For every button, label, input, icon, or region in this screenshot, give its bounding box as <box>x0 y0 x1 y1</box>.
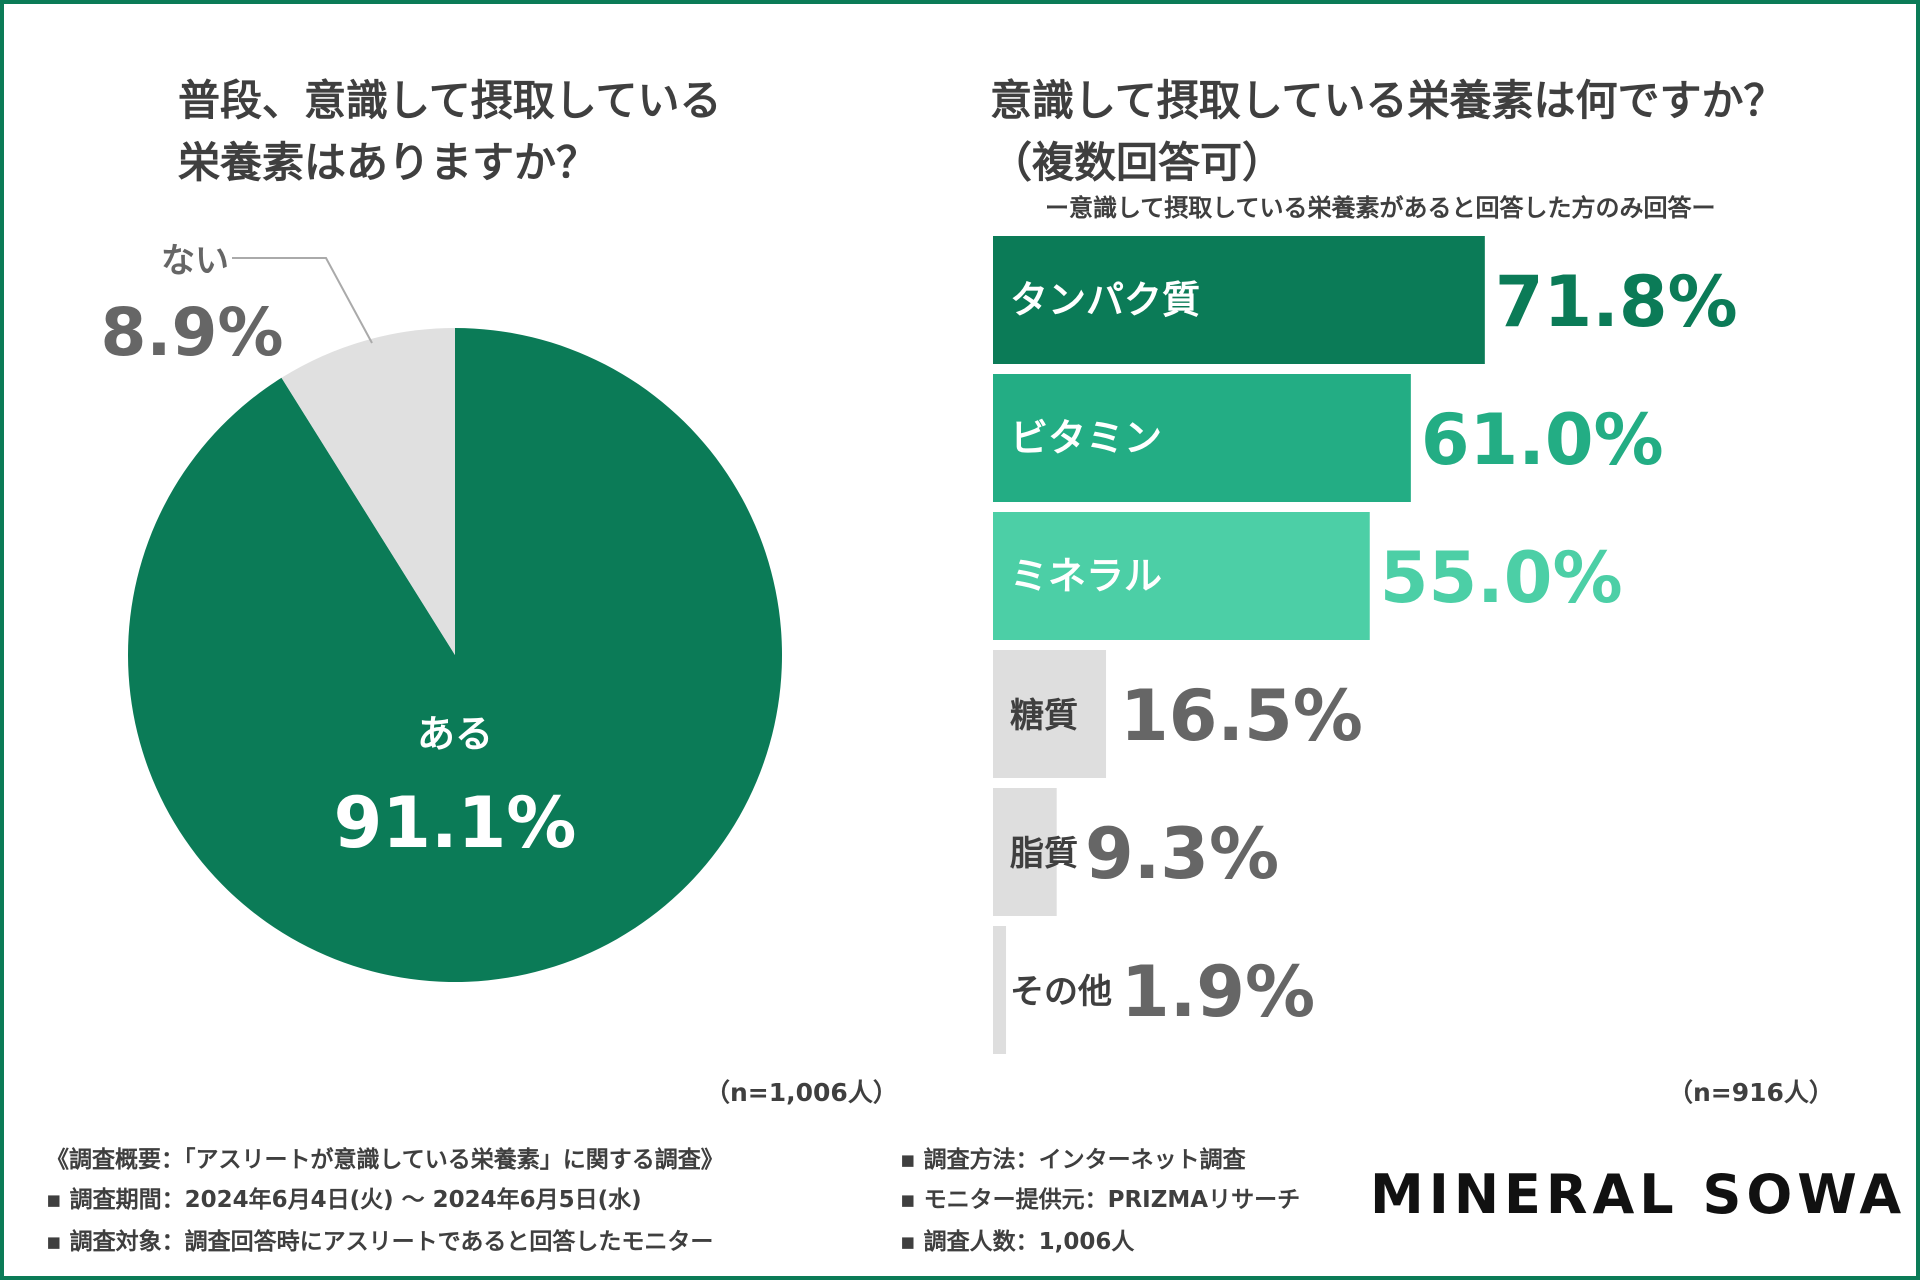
pie-leader-line <box>232 257 373 344</box>
bar-value-1: 71.8% <box>1495 261 1738 343</box>
pie-label-yes: ある <box>417 712 493 756</box>
bar-chart-subtitle: ー意識して摂取している栄養素があると回答した方のみ回答ー <box>1045 194 1716 222</box>
bar-chart-title: 意識して摂取している栄養素は何ですか？ （複数回答可） <box>990 70 1785 194</box>
bar-title-line2: （複数回答可） <box>990 138 1285 187</box>
mineral-sowa-logo: MINERAL SOWA <box>1370 1163 1907 1226</box>
pie-chart-title: 普段、意識して摂取している 栄養素はありますか？ <box>178 70 721 194</box>
bar-4 <box>993 650 1107 778</box>
footer-survey-method: ▪ 調査方法：インターネット調査 <box>900 1147 1246 1173</box>
bar-category-6: その他 <box>1010 972 1112 1012</box>
bar-value-4: 16.5% <box>1120 675 1363 757</box>
bar-value-2: 61.0% <box>1421 399 1664 481</box>
pie-sample-size: （n=1,006人） <box>705 1078 898 1107</box>
pie-value-yes: 91.1% <box>334 782 577 864</box>
bar-value-3: 55.0% <box>1380 537 1623 619</box>
bar-3 <box>993 512 1370 640</box>
footer-survey-overview: 《調査概要：「アスリートが意識している栄養素」に関する調査》 <box>46 1147 724 1173</box>
bar-value-5: 9.3% <box>1085 813 1279 895</box>
footer-survey-target: ▪ 調査対象：調査回答時にアスリートであると回答したモニター <box>46 1229 714 1255</box>
bar-category-3: ミネラル <box>1010 554 1162 598</box>
footer-monitor-provider: ▪ モニター提供元：PRIZMAリサーチ <box>900 1187 1301 1213</box>
bar-2 <box>993 374 1411 502</box>
pie-slice-yes <box>127 328 783 983</box>
pie-title-line2: 栄養素はありますか？ <box>178 138 599 187</box>
bar-sample-size: （n=916人） <box>1668 1078 1834 1107</box>
bar-category-4: 糖質 <box>1010 696 1078 736</box>
pie-label-no: ない <box>161 241 229 281</box>
bar-title-line1: 意識して摂取している栄養素は何ですか？ <box>990 76 1786 125</box>
footer-respondent-count: ▪ 調査人数：1,006人 <box>900 1229 1135 1255</box>
bar-category-2: ビタミン <box>1010 416 1162 460</box>
bar-1 <box>993 236 1485 364</box>
footer-survey-period: ▪ 調査期間：2024年6月4日(火) ～ 2024年6月5日(水) <box>46 1187 642 1213</box>
pie-value-no: 8.9% <box>100 294 283 371</box>
pie-title-line1: 普段、意識して摂取している <box>178 76 722 125</box>
bar-category-5: 脂質 <box>1010 834 1078 874</box>
pie-slice-no <box>281 328 455 655</box>
bar-value-6: 1.9% <box>1121 951 1315 1033</box>
bar-5 <box>993 788 1057 916</box>
bar-6 <box>993 926 1007 1054</box>
bar-category-1: タンパク質 <box>1010 278 1200 322</box>
